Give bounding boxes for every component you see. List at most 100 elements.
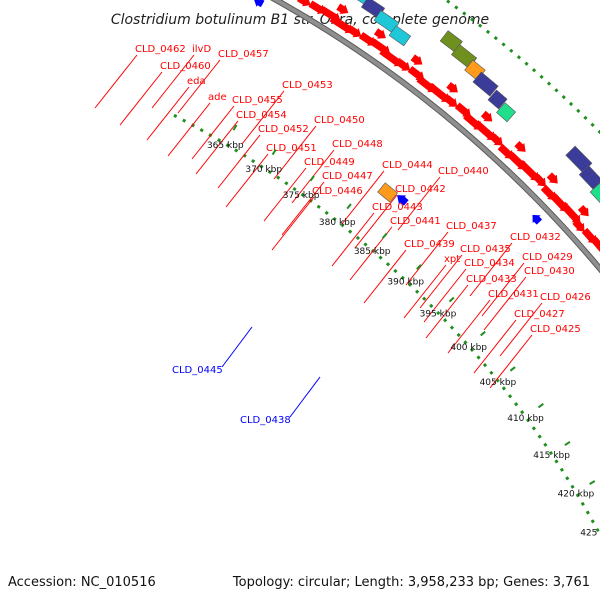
gene-arrow-forward-b-21 xyxy=(514,140,526,152)
gene-label-21: CLD_0437 xyxy=(446,221,497,232)
gene-arrow-forward-b-18 xyxy=(480,110,493,122)
gene-leader-28 xyxy=(483,276,527,331)
gene-leader-2 xyxy=(177,59,221,114)
scale-tick-label: 395 kbp xyxy=(420,310,457,320)
gene-label-13: CLD_0449 xyxy=(304,157,355,168)
gene-leader-3 xyxy=(119,71,163,126)
gene-leader-15 xyxy=(271,196,315,251)
feature-block-15 xyxy=(496,102,517,123)
gene-arrow-forward-27 xyxy=(560,201,581,224)
gene-label-2: CLD_0457 xyxy=(218,49,269,60)
label-leader-lines xyxy=(94,54,543,418)
feature-blocks xyxy=(346,0,600,206)
gene-arrow-forward-8 xyxy=(347,25,362,38)
gene-label-18: CLD_0442 xyxy=(395,184,446,195)
feature-block-13 xyxy=(472,71,499,97)
gene-arrow-forward-17 xyxy=(454,102,471,117)
scale-tick-mark xyxy=(537,403,544,409)
gene-label-reverse-0: CLD_0445 xyxy=(172,365,223,376)
scale-tick-label: 415 kbp xyxy=(533,451,570,461)
feature-block-14 xyxy=(487,89,508,110)
scale-tick-mark xyxy=(309,175,315,182)
scale-tick-mark xyxy=(346,203,352,210)
gene-label-27: CLD_0434 xyxy=(464,258,515,269)
gene-arrow-forward-4 xyxy=(296,0,311,7)
scale-tick-mark xyxy=(232,124,238,131)
gene-leader-23 xyxy=(469,242,513,297)
scale-ticks: 365 kbp 370 kbp 375 kbp 380 kbp 385 kbp 390 k… xyxy=(207,124,600,539)
gene-leader-1 xyxy=(151,54,195,109)
gene-leader-9 xyxy=(217,134,261,189)
gene-arrow-forward-25 xyxy=(540,184,556,201)
gene-leader-6 xyxy=(191,105,235,160)
scale-tick-label: 400 kbp xyxy=(450,343,487,353)
gene-arrow-reverse-0 xyxy=(253,0,265,8)
gene-label-24: CLD_0435 xyxy=(460,244,511,255)
feature-block-9 xyxy=(388,25,412,47)
gene-arrow-forward-20 xyxy=(489,133,503,146)
gene-label-22: CLD_0439 xyxy=(404,239,455,250)
scale-tick-label: 410 kbp xyxy=(507,414,544,424)
gene-label-5: ade xyxy=(208,92,227,103)
gene-arrow-reverse-3 xyxy=(397,195,409,206)
gene-arrow-forward-13 xyxy=(407,66,425,80)
scale-tick-label: 420 kbp xyxy=(558,489,595,499)
scale-tick-label: 380 kbp xyxy=(319,218,356,228)
gene-label-26: CLD_0429 xyxy=(522,252,573,263)
feature-block-inner xyxy=(377,182,399,203)
gene-label-16: CLD_0444 xyxy=(382,160,433,171)
gene-arrow-forward-b-15 xyxy=(446,81,458,93)
gene-label-33: CLD_0425 xyxy=(530,324,581,335)
scale-tick-label: 425 kbp xyxy=(580,529,600,539)
gene-leader-19 xyxy=(331,212,375,267)
gene-leader-16 xyxy=(341,170,385,225)
gene-label-31: CLD_0426 xyxy=(540,292,591,303)
gene-leader-11 xyxy=(225,153,269,208)
gene-label-30: CLD_0431 xyxy=(488,289,539,300)
gene-arrow-reverse-1 xyxy=(532,214,543,225)
gene-leader-0 xyxy=(94,54,138,109)
scale-tick-mark xyxy=(416,264,422,270)
gene-arrow-forward-28 xyxy=(572,218,585,232)
scale-tick-mark xyxy=(564,441,571,447)
gene-label-23: CLD_0432 xyxy=(510,232,561,243)
gene-leader-30 xyxy=(447,299,491,354)
gene-leader-18 xyxy=(354,194,398,249)
gene-label-17: CLD_0440 xyxy=(438,166,489,177)
gene-label-14: CLD_0447 xyxy=(322,171,373,182)
gene-label-32: CLD_0427 xyxy=(514,309,565,320)
gene-leader-22 xyxy=(363,249,407,304)
gene-label-12: CLD_0448 xyxy=(332,139,383,150)
scale-tick-label: 385 kbp xyxy=(354,247,391,257)
gene-label-28: CLD_0430 xyxy=(524,266,575,277)
gene-leader-25 xyxy=(403,264,447,319)
scale-tick-mark xyxy=(271,149,277,156)
backbone-ring xyxy=(271,0,600,273)
scale-tick-label: 375 kbp xyxy=(283,191,320,201)
scale-tick-label: 365 kbp xyxy=(207,141,244,151)
gene-leader-17 xyxy=(397,176,441,231)
gene-leader-29 xyxy=(425,284,469,339)
topology-text: Topology: circular; Length: 3,958,233 bp… xyxy=(232,575,590,590)
gene-leader-4 xyxy=(146,86,190,141)
gene-leader-reverse-1 xyxy=(289,376,321,418)
gene-arrow-forward-b-6 xyxy=(336,3,349,14)
gene-label-25: xpt xyxy=(444,254,460,265)
scale-tick-label: 370 kbp xyxy=(245,165,282,175)
gene-leader-8 xyxy=(195,120,239,175)
gene-arrow-forward-12 xyxy=(396,59,411,71)
gene-label-20: CLD_0441 xyxy=(390,216,441,227)
gene-leader-33 xyxy=(489,334,533,389)
outer-dotted-track xyxy=(443,0,600,135)
gene-label-reverse-1: CLD_0438 xyxy=(240,415,291,426)
gene-arrows xyxy=(253,0,600,256)
gene-label-1: ilvD xyxy=(192,44,211,55)
gene-arrow-forward-b-27 xyxy=(577,204,589,217)
gene-leader-32 xyxy=(473,319,517,374)
inner-dotted-track xyxy=(173,113,600,538)
accession-text: Accession: NC_010516 xyxy=(8,575,156,590)
gene-arrow-forward-15 xyxy=(427,82,450,102)
gene-leader-7 xyxy=(241,90,285,145)
